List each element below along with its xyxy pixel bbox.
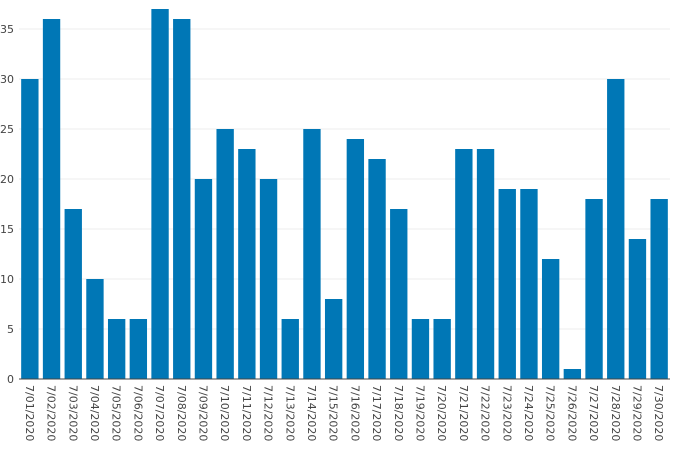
bar <box>64 209 82 379</box>
x-tick-label: 7/24/2020 <box>522 385 535 441</box>
bar <box>498 189 516 379</box>
bar <box>216 129 234 379</box>
bar <box>129 319 148 379</box>
bar <box>541 259 560 379</box>
x-tick-label: 7/10/2020 <box>218 385 231 441</box>
x-tick-label: 7/05/2020 <box>110 385 123 441</box>
x-tick-label: 7/09/2020 <box>196 385 209 441</box>
y-tick-label: 30 <box>0 73 14 86</box>
bar <box>346 139 365 379</box>
bar <box>455 149 473 379</box>
bar <box>650 199 668 379</box>
bar <box>433 319 451 379</box>
x-tick-label: 7/07/2020 <box>153 385 166 441</box>
x-tick-label: 7/19/2020 <box>413 385 426 441</box>
y-tick-label: 20 <box>0 173 14 186</box>
y-tick-label: 0 <box>7 373 14 386</box>
bar <box>476 149 495 379</box>
x-tick-label: 7/13/2020 <box>283 385 296 441</box>
x-tick-label: 7/06/2020 <box>131 385 144 441</box>
bar <box>303 129 321 379</box>
y-axis-ticks: 0 5 10 15 20 25 30 35 <box>0 23 14 386</box>
x-tick-label: 7/11/2020 <box>240 385 253 441</box>
bar <box>520 189 538 379</box>
bar <box>390 209 408 379</box>
x-tick-label: 7/28/2020 <box>609 385 622 441</box>
bar <box>173 19 191 379</box>
x-tick-label: 7/21/2020 <box>457 385 470 441</box>
x-tick-label: 7/12/2020 <box>262 385 275 441</box>
x-tick-label: 7/04/2020 <box>88 385 101 441</box>
y-tick-label: 35 <box>0 23 14 36</box>
x-tick-label: 7/14/2020 <box>305 385 318 441</box>
x-tick-label: 7/26/2020 <box>565 385 578 441</box>
bar <box>368 159 386 379</box>
x-tick-label: 7/18/2020 <box>392 385 405 441</box>
bar <box>259 179 278 379</box>
x-tick-label: 7/25/2020 <box>544 385 557 441</box>
bar <box>628 239 647 379</box>
bar <box>194 179 213 379</box>
bar <box>238 149 256 379</box>
bar <box>563 369 582 379</box>
bar <box>107 319 126 379</box>
bar <box>585 199 603 379</box>
bar <box>151 9 169 379</box>
x-tick-label: 7/02/2020 <box>45 385 58 441</box>
y-tick-label: 10 <box>0 273 14 286</box>
x-tick-label: 7/03/2020 <box>66 385 79 441</box>
x-tick-label: 7/23/2020 <box>500 385 513 441</box>
x-tick-label: 7/15/2020 <box>327 385 340 441</box>
bar <box>281 319 299 379</box>
bar <box>21 79 39 379</box>
x-tick-label: 7/16/2020 <box>348 385 361 441</box>
x-tick-label: 7/30/2020 <box>652 385 665 441</box>
bar <box>86 279 104 379</box>
bar <box>42 19 61 379</box>
bar <box>411 319 430 379</box>
bar <box>324 299 343 379</box>
x-tick-label: 7/08/2020 <box>175 385 188 441</box>
y-tick-label: 15 <box>0 223 14 236</box>
y-tick-label: 25 <box>0 123 14 136</box>
y-tick-label: 5 <box>7 323 14 336</box>
bar <box>607 79 625 379</box>
x-axis-ticks: 7/01/2020 7/02/2020 7/03/2020 7/04/2020 7/05… <box>23 385 665 441</box>
x-tick-label: 7/20/2020 <box>435 385 448 441</box>
gridlines <box>19 28 670 330</box>
x-tick-label: 7/27/2020 <box>587 385 600 441</box>
x-tick-label: 7/29/2020 <box>630 385 643 441</box>
bars <box>21 9 668 379</box>
x-tick-label: 7/17/2020 <box>370 385 383 441</box>
x-tick-label: 7/01/2020 <box>23 385 36 441</box>
x-tick-label: 7/22/2020 <box>479 385 492 441</box>
